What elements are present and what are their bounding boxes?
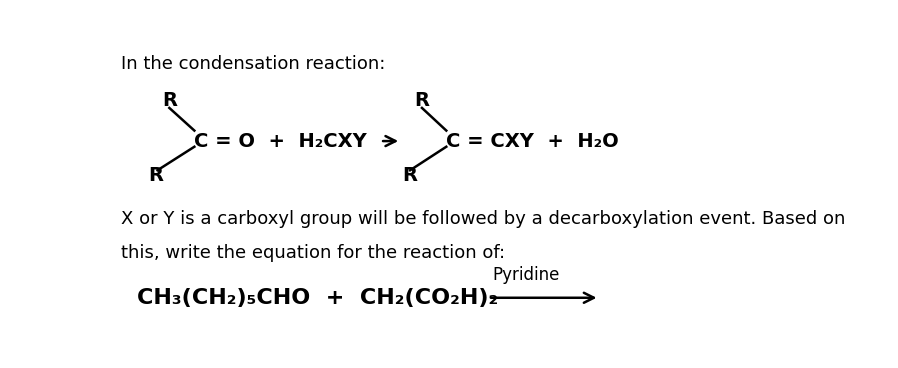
- Text: R: R: [162, 91, 177, 110]
- Text: R: R: [415, 91, 429, 110]
- Text: C = CXY  +  H₂O: C = CXY + H₂O: [446, 132, 619, 151]
- Text: C = O  +  H₂CXY: C = O + H₂CXY: [194, 132, 367, 151]
- Text: Pyridine: Pyridine: [493, 266, 560, 284]
- Text: this, write the equation for the reaction of:: this, write the equation for the reactio…: [120, 244, 505, 262]
- Text: R: R: [148, 166, 163, 185]
- Text: R: R: [402, 166, 417, 185]
- Text: CH₃(CH₂)₅CHO  +  CH₂(CO₂H)₂: CH₃(CH₂)₅CHO + CH₂(CO₂H)₂: [136, 288, 497, 308]
- Text: In the condensation reaction:: In the condensation reaction:: [120, 56, 385, 74]
- Text: X or Y is a carboxyl group will be followed by a decarboxylation event. Based on: X or Y is a carboxyl group will be follo…: [120, 210, 845, 228]
